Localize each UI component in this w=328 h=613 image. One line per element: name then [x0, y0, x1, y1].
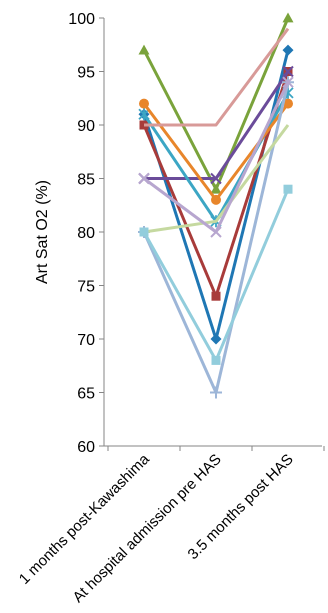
y-tick-label: 85 — [77, 172, 95, 189]
data-point — [138, 108, 150, 121]
data-point — [282, 76, 294, 88]
series-8 — [144, 27, 290, 127]
series-9 — [143, 124, 290, 234]
y-tick-label: 70 — [77, 332, 95, 349]
data-point — [210, 172, 222, 185]
y-axis-title: Art Sat O2 (%) — [34, 180, 51, 284]
y-tick-label: 100 — [68, 11, 95, 28]
data-point — [211, 194, 221, 205]
y-tick-label: 95 — [77, 65, 95, 82]
y-tick-label: 60 — [77, 439, 95, 456]
series-line — [143, 124, 290, 234]
data-point — [283, 184, 293, 194]
data-point — [282, 65, 294, 78]
chart-series — [138, 12, 294, 399]
y-tick-label: 80 — [77, 225, 95, 242]
y-tick-label: 65 — [77, 386, 95, 403]
data-point — [138, 172, 150, 185]
chart-axes — [99, 17, 325, 451]
y-tick-label: 90 — [77, 118, 95, 135]
data-point — [139, 98, 149, 109]
data-point — [283, 98, 293, 109]
series-line — [144, 27, 290, 127]
series-3 — [138, 12, 294, 194]
series-10 — [138, 76, 294, 238]
data-point — [210, 183, 222, 194]
data-point — [211, 291, 221, 301]
y-tick-label: 75 — [77, 279, 95, 296]
data-point — [210, 386, 222, 399]
data-point — [282, 44, 294, 56]
data-point — [210, 226, 222, 238]
x-category-label: At hospital admission pre HAS — [70, 451, 225, 606]
data-point — [139, 227, 149, 237]
data-point — [138, 44, 150, 55]
data-point — [210, 333, 222, 345]
x-category-label: 1 months post-Kawashima — [16, 450, 153, 587]
data-point — [282, 12, 294, 23]
series-11 — [139, 184, 293, 365]
data-point — [211, 355, 221, 365]
series-6 — [139, 98, 293, 205]
